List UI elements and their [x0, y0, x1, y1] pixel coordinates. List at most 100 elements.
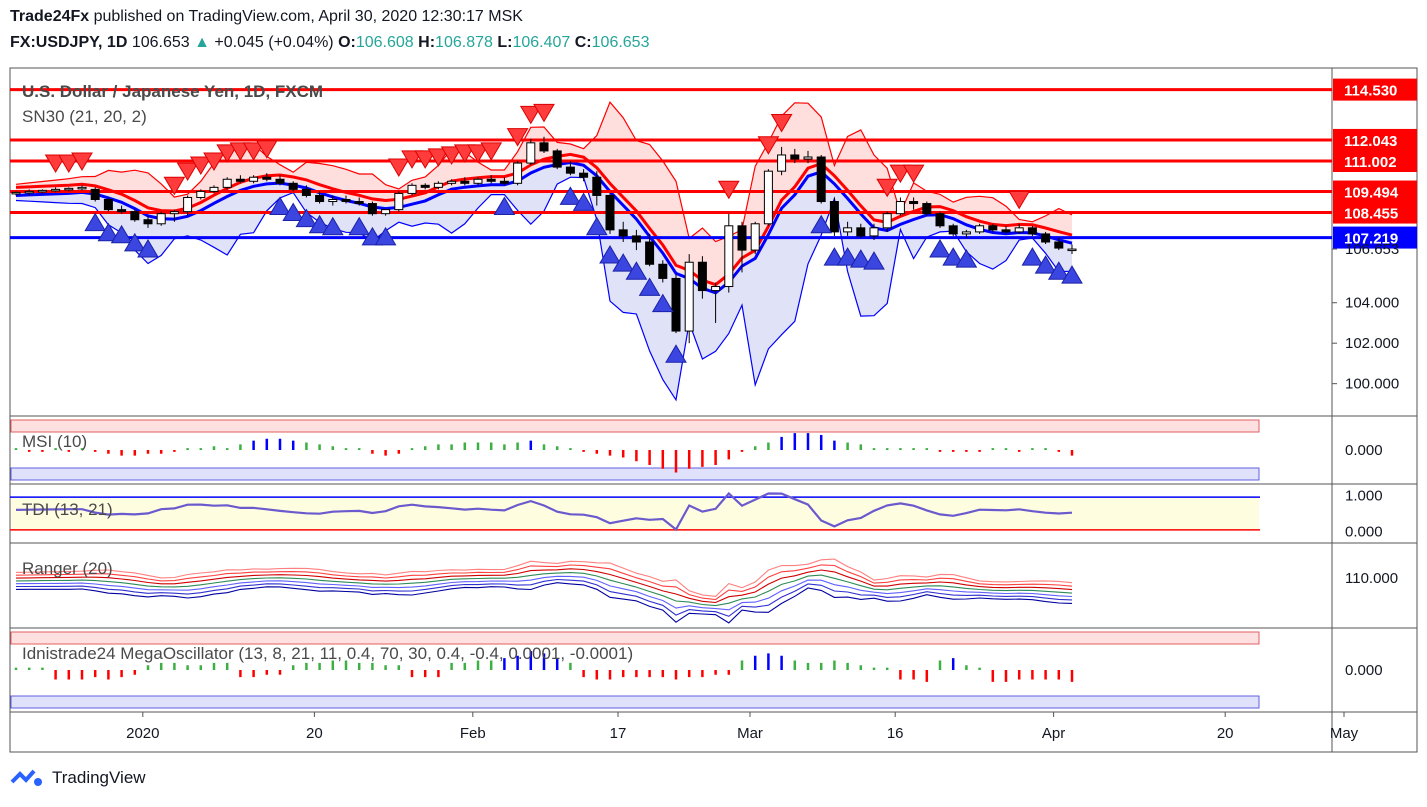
- ranger-band-line: [15, 582, 1073, 624]
- candle-body: [513, 162, 523, 184]
- candle-body: [11, 191, 21, 195]
- time-tick-label: Apr: [1042, 725, 1065, 742]
- open-label: O:: [338, 34, 356, 51]
- sell-signal-icon: [889, 164, 912, 184]
- lower-cloud: [16, 159, 1072, 400]
- candle-body: [843, 227, 853, 233]
- sell-signal-icon: [203, 152, 225, 171]
- sell-signal-icon: [506, 128, 529, 147]
- sell-signal-icon: [440, 146, 463, 165]
- candle-body: [1027, 227, 1037, 235]
- candle-body: [1067, 248, 1077, 252]
- high-label: H:: [418, 34, 436, 51]
- buy-signal-icon: [348, 216, 371, 236]
- tradingview-footer[interactable]: TradingView: [10, 768, 146, 788]
- candle-body: [433, 182, 443, 188]
- buy-signal-icon: [282, 202, 305, 222]
- candle-body: [407, 184, 417, 194]
- up-arrow-icon: ▲: [194, 34, 210, 51]
- candle-body: [37, 189, 47, 193]
- buy-signal-icon: [84, 212, 107, 232]
- close-label: C:: [574, 34, 592, 51]
- candle-body: [777, 154, 787, 172]
- price-change: +0.045 (+0.04%): [214, 34, 334, 51]
- candle-body: [935, 213, 945, 227]
- buy-signal-icon: [1021, 247, 1044, 266]
- candle-body: [724, 225, 734, 288]
- buy-signal-icon: [361, 226, 384, 246]
- pane-title: MSI (10): [22, 432, 87, 451]
- level-price-box: [1333, 128, 1417, 151]
- buy-signal-icon: [651, 293, 674, 313]
- candle-body: [249, 176, 259, 182]
- buy-signal-icon: [1034, 255, 1057, 274]
- overbought-zone: [10, 419, 1260, 433]
- chart-title: U.S. Dollar / Japanese Yen, 1D, FXCM: [22, 82, 323, 101]
- buy-signal-icon: [638, 277, 661, 296]
- candle-body: [565, 166, 575, 174]
- candle-body: [948, 225, 958, 235]
- indicator-label: SN30 (21, 20, 2): [22, 107, 147, 126]
- level-price-label: 114.530: [1344, 83, 1397, 100]
- candle-body: [803, 156, 813, 160]
- candle-body: [869, 227, 879, 237]
- low-value: 106.407: [512, 34, 571, 51]
- sell-signal-icon: [1008, 190, 1031, 210]
- level-price-box: [1333, 78, 1417, 101]
- sell-signal-icon: [401, 150, 423, 169]
- candle-body: [737, 225, 747, 251]
- buy-signal-icon: [823, 247, 846, 266]
- upper-band-line: [15, 101, 1073, 243]
- sell-signal-icon: [189, 156, 212, 175]
- level-price-box: [1333, 226, 1417, 249]
- tdi-line: [15, 491, 1073, 532]
- candle-body: [381, 209, 391, 215]
- time-tick-label: May: [1330, 725, 1359, 742]
- price-tick-label: 102.000: [1345, 335, 1399, 352]
- publish-info: Trade24Fx published on TradingView.com, …: [10, 8, 523, 26]
- candle-body: [51, 188, 61, 192]
- buy-signal-icon: [321, 216, 344, 236]
- sell-signal-icon: [533, 103, 555, 123]
- candle-body: [988, 225, 998, 231]
- pane-tick-label: 0.000: [1345, 442, 1383, 459]
- pane-title: TDI (13, 21): [22, 500, 113, 519]
- sell-signal-icon: [757, 136, 780, 155]
- oversold-zone: [10, 467, 1260, 481]
- sell-signal-icon: [57, 154, 80, 173]
- symbol: FX:USDJPY, 1D: [10, 34, 128, 51]
- level-price-box: [1333, 201, 1417, 224]
- candle-body: [367, 203, 377, 215]
- candle-body: [209, 186, 219, 192]
- candle-body: [143, 219, 153, 225]
- sell-signal-icon: [519, 105, 542, 125]
- sell-signal-icon: [176, 162, 199, 182]
- candle-body: [420, 184, 430, 188]
- candle-body: [605, 194, 615, 231]
- buy-signal-icon: [599, 245, 621, 264]
- chart-canvas[interactable]: 114.530 112.043 111.002 109.494 108.455 107.2…: [0, 0, 1427, 760]
- sell-signal-icon: [770, 114, 793, 133]
- sell-signal-icon: [387, 158, 410, 178]
- candle-body: [394, 192, 404, 211]
- time-tick-label: 17: [610, 725, 627, 742]
- buy-signal-icon: [269, 196, 291, 215]
- buy-signal-icon: [308, 214, 331, 234]
- buy-signal-icon: [625, 261, 648, 280]
- buy-signal-icon: [295, 208, 318, 228]
- candle-body: [975, 225, 985, 233]
- candle-body: [1041, 233, 1051, 243]
- level-price-label: 107.219: [1344, 231, 1398, 248]
- price-tick-label: 104.000: [1345, 295, 1399, 312]
- buy-signal-icon: [612, 253, 635, 272]
- buy-signal-icon: [137, 238, 159, 258]
- buy-signal-icon: [955, 249, 978, 268]
- candle-body: [103, 199, 113, 211]
- candle-body: [117, 209, 127, 213]
- candle-body: [486, 178, 496, 182]
- candle-body: [592, 176, 602, 196]
- candle-body: [301, 188, 311, 196]
- candle-body: [618, 229, 628, 237]
- tradingview-logo-icon: [10, 769, 42, 786]
- candle-body: [315, 194, 325, 203]
